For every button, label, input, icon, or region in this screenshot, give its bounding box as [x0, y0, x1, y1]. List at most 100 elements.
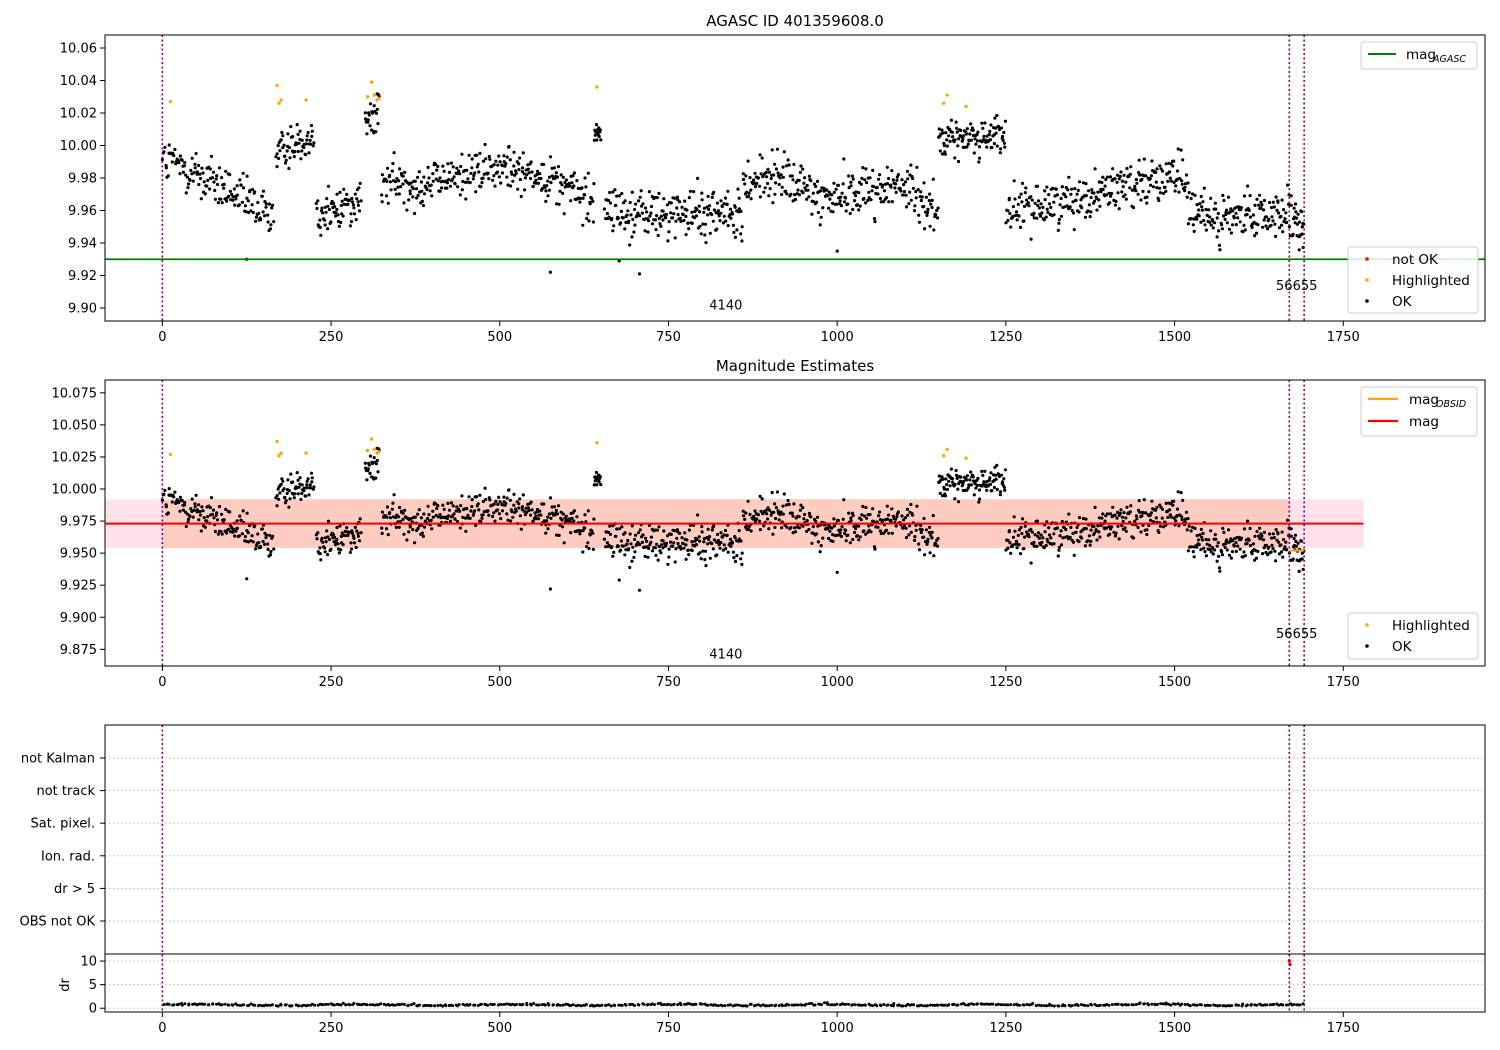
ok-point: [1090, 188, 1094, 192]
ok-point: [773, 162, 777, 166]
ok-point: [945, 138, 949, 142]
ok-point: [1220, 550, 1224, 554]
ok-point: [767, 527, 771, 531]
dr-point: [624, 1003, 628, 1007]
ok-point: [728, 537, 733, 541]
flag-label: Sat. pixel.: [31, 817, 95, 832]
ok-point: [342, 202, 346, 206]
ok-point: [982, 480, 986, 484]
ok-point: [962, 134, 966, 138]
ok-point: [592, 138, 597, 142]
ok-point: [333, 543, 338, 547]
ok-point: [1117, 207, 1121, 211]
ok-point: [720, 204, 724, 209]
ok-point: [657, 191, 661, 195]
ok-point: [1108, 512, 1113, 516]
dr-point: [525, 1003, 529, 1007]
ok-point: [523, 176, 528, 180]
ok-point: [638, 542, 642, 547]
ok-point: [740, 551, 744, 555]
ok-point: [525, 173, 529, 177]
ok-point: [1086, 539, 1090, 543]
ok-point: [741, 509, 745, 513]
ok-point: [785, 192, 789, 196]
ok-point: [281, 134, 285, 138]
ok-point: [405, 208, 409, 212]
ok-point: [503, 164, 507, 168]
ok-point: [753, 509, 757, 513]
ok-point: [827, 206, 831, 210]
ok-point: [671, 216, 675, 220]
ok-point: [1099, 190, 1103, 194]
ok-point: [858, 204, 862, 208]
ok-point: [835, 570, 839, 575]
ok-point: [1281, 230, 1285, 234]
ok-point: [678, 200, 682, 204]
ok-point: [556, 504, 561, 508]
ok-point: [1018, 552, 1023, 556]
ok-point: [605, 211, 610, 216]
ok-point: [669, 211, 673, 215]
ok-point: [449, 161, 453, 165]
ok-point: [640, 204, 644, 208]
ok-point: [1254, 556, 1259, 560]
ok-point: [647, 190, 652, 194]
ok-point: [292, 155, 296, 159]
ok-point: [558, 189, 562, 193]
ok-point: [1023, 191, 1027, 195]
ok-point: [578, 532, 582, 536]
ok-point: [767, 170, 772, 174]
y-tick-label: 9.925: [60, 579, 97, 594]
ok-point: [388, 173, 392, 177]
ok-point: [919, 190, 923, 194]
ok-point: [1179, 491, 1183, 495]
ok-point: [487, 513, 491, 517]
highlighted-point: [595, 85, 599, 89]
ok-point: [531, 519, 535, 523]
ok-point: [441, 503, 445, 507]
ok-point: [1065, 204, 1069, 208]
ok-point: [1222, 530, 1226, 535]
dr-point: [831, 1003, 834, 1007]
ok-point: [1022, 204, 1027, 208]
ok-point: [911, 176, 915, 181]
ok-point: [935, 544, 940, 548]
ok-point: [1176, 147, 1180, 151]
ok-point: [945, 487, 950, 492]
highlighted-point: [365, 448, 370, 453]
dr-point: [235, 1003, 239, 1007]
dr-point: [393, 1003, 397, 1007]
ok-point: [304, 153, 308, 157]
ok-point: [597, 480, 601, 484]
dr-point: [679, 1003, 683, 1007]
ok-point: [409, 181, 413, 185]
ok-point: [288, 156, 292, 160]
ok-point: [1020, 200, 1024, 204]
ok-point: [1246, 184, 1250, 188]
ok-point: [504, 162, 508, 166]
ok-point: [211, 170, 216, 174]
ok-point: [1115, 180, 1119, 184]
ok-point: [388, 510, 392, 515]
ok-point: [484, 157, 488, 161]
ok-point: [639, 189, 643, 193]
dr-point: [817, 1002, 821, 1006]
ok-point: [1138, 510, 1142, 514]
ok-point: [309, 123, 314, 128]
ok-point: [626, 209, 630, 213]
ok-point: [554, 171, 558, 175]
ok-point: [332, 535, 337, 539]
ok-point: [863, 178, 867, 182]
ok-point: [170, 160, 174, 164]
ok-point: [1202, 218, 1206, 223]
highlighted-point: [377, 96, 381, 101]
ok-point: [321, 540, 325, 544]
ok-point: [699, 557, 703, 561]
ok-point: [781, 512, 785, 516]
ok-point: [926, 537, 930, 542]
ok-point: [664, 544, 668, 548]
dr-point: [365, 1003, 369, 1007]
ok-point: [1200, 538, 1204, 542]
ok-point: [1173, 189, 1177, 193]
ok-point: [736, 187, 740, 191]
